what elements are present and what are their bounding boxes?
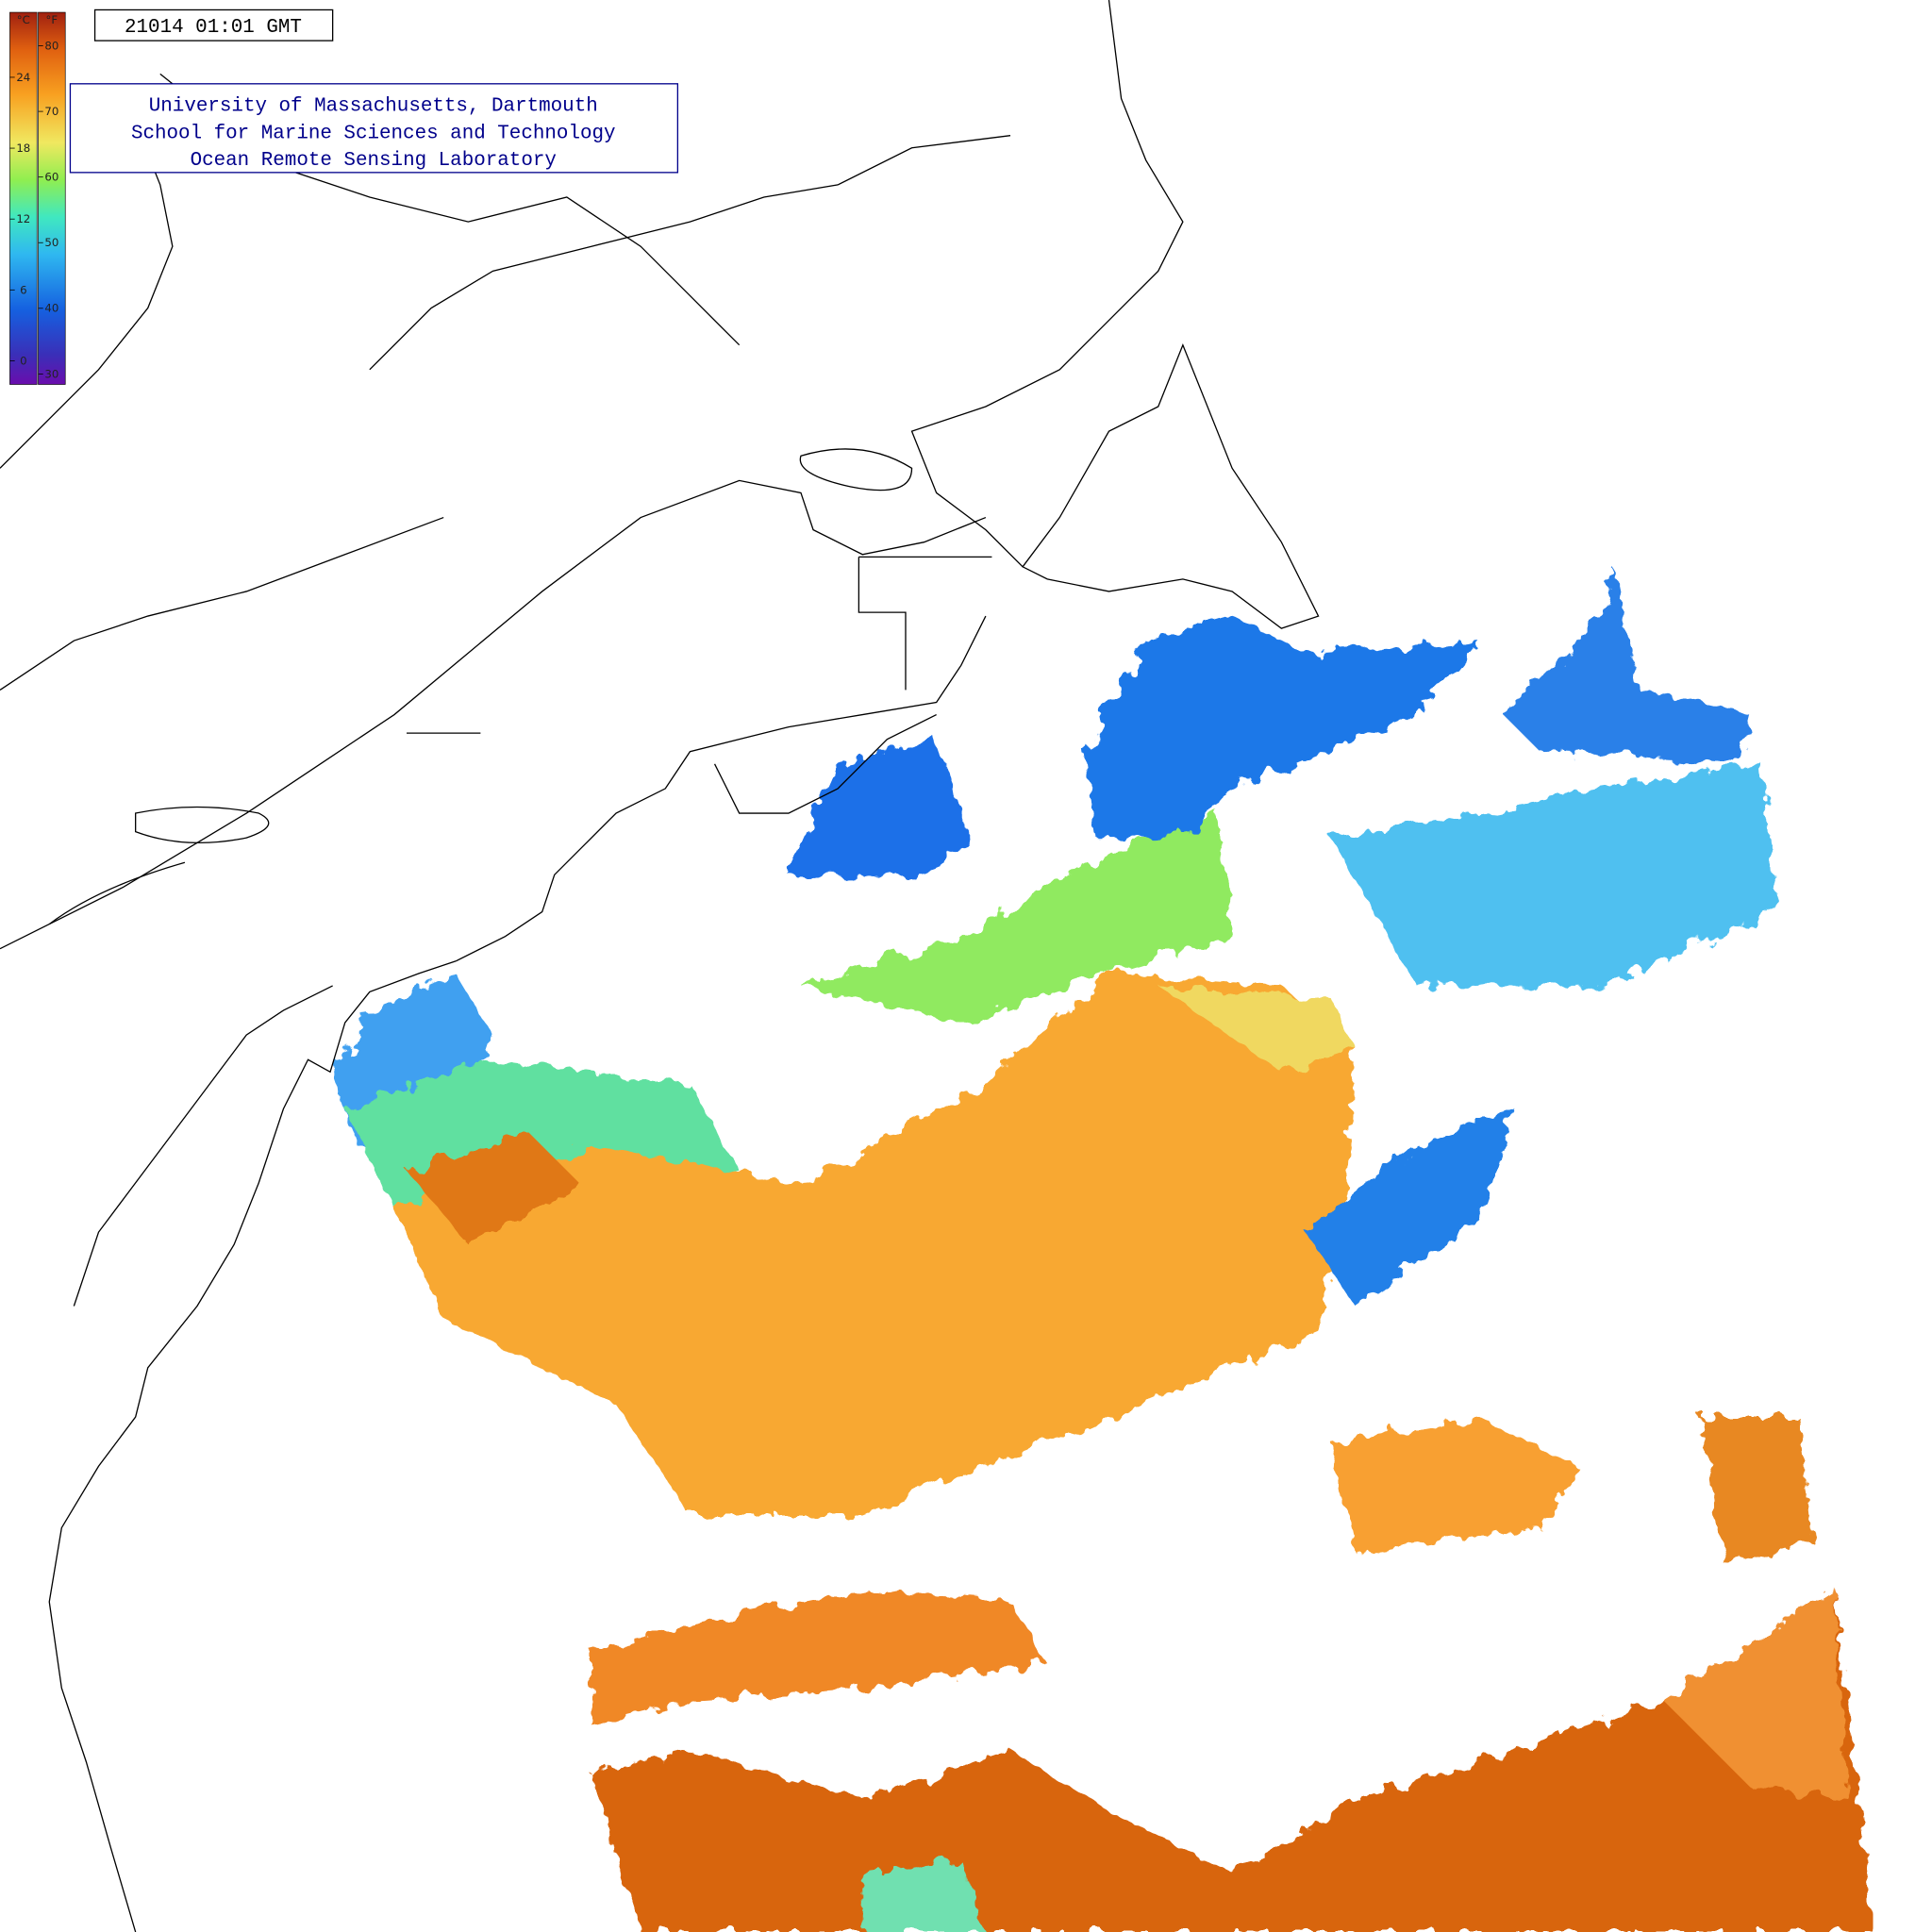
timestamp: 21014 01:01 GMT <box>125 17 302 39</box>
colorbar-tick-label: 80 <box>44 39 58 52</box>
colorbar-celsius <box>9 11 38 385</box>
title-line: Ocean Remote Sensing Laboratory <box>191 150 557 172</box>
coastlines <box>0 0 1320 1932</box>
sst-field <box>332 566 1874 1932</box>
colorbar-tick-label: 60 <box>44 171 58 184</box>
colorbar-tick-label: 0 <box>20 354 26 367</box>
colorbar-tick-label: 50 <box>44 236 58 249</box>
colorbar-tick-label: 18 <box>16 142 30 155</box>
colorbar-tick-label: 30 <box>44 367 58 380</box>
title-line: School for Marine Sciences and Technolog… <box>131 123 616 144</box>
colorbar-tick-label: 70 <box>44 105 58 118</box>
unit-celsius: °C <box>17 13 30 26</box>
colorbar-fahrenheit <box>38 11 66 385</box>
colorbar-tick-label: 24 <box>16 71 30 84</box>
colorbar-tick-label: 12 <box>16 212 30 225</box>
timestamp-box <box>93 8 334 42</box>
colorbar-tick-label: 40 <box>44 302 58 315</box>
colorbar-tick-label: 6 <box>20 283 26 296</box>
title-line: University of Massachusetts, Dartmouth <box>149 96 598 118</box>
unit-fahrenheit: °F <box>46 13 58 26</box>
title-box <box>69 83 679 174</box>
colorbar: °C °F 0 6 12 18 24 30 40 50 60 70 80 <box>9 11 66 385</box>
